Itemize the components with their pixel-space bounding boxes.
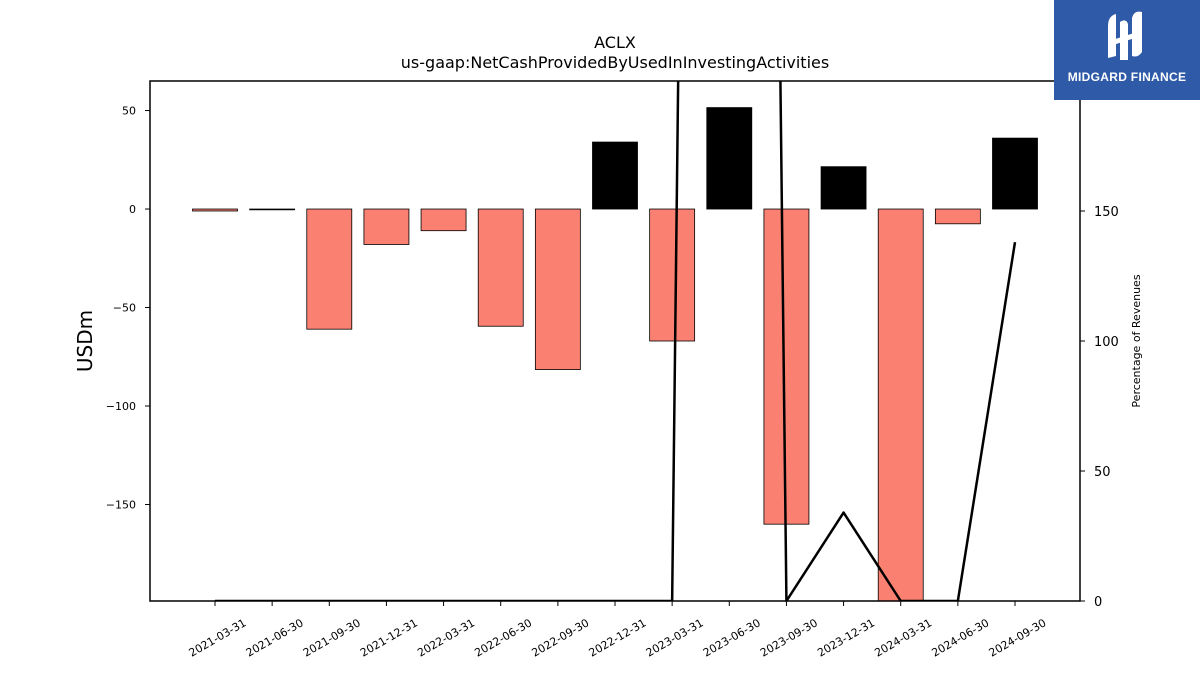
bar-2021-12-31 bbox=[363, 208, 410, 245]
x-tick-label: 2021-03-31 bbox=[187, 616, 249, 659]
bar-2022-12-31 bbox=[592, 141, 638, 210]
bar-2021-03-31 bbox=[192, 208, 238, 212]
y-tick-label: −50 bbox=[113, 302, 136, 315]
midgard-finance-logo: MIDGARD FINANCE bbox=[1054, 0, 1200, 100]
logo-brand-text: MIDGARD FINANCE bbox=[1067, 70, 1187, 84]
x-tick-label: 2023-03-31 bbox=[644, 616, 706, 659]
x-tick-label: 2022-09-30 bbox=[529, 616, 591, 659]
x-tick-label: 2021-06-30 bbox=[244, 616, 306, 659]
bar-2021-06-30 bbox=[249, 208, 296, 211]
x-tick-label: 2023-09-30 bbox=[758, 616, 820, 659]
revenue-percentage-line bbox=[215, 81, 1017, 601]
bar-2023-09-30 bbox=[763, 208, 810, 525]
y2-tick-label: 0 bbox=[1094, 595, 1102, 610]
bar-2023-03-31 bbox=[649, 208, 696, 342]
x-tick-label: 2022-06-30 bbox=[472, 616, 534, 659]
bar-2022-06-30 bbox=[477, 208, 524, 327]
bar-2024-06-30 bbox=[934, 208, 981, 225]
logo-mark-icon bbox=[1108, 11, 1142, 60]
x-tick-label: 2021-09-30 bbox=[301, 616, 363, 659]
bar-2021-09-30 bbox=[306, 208, 353, 330]
bar-2022-03-31 bbox=[420, 208, 467, 232]
y2-tick-label: 50 bbox=[1094, 465, 1111, 480]
bar-2022-09-30 bbox=[534, 208, 581, 370]
x-tick-label: 2023-12-31 bbox=[815, 616, 877, 659]
y2-tick-label: 150 bbox=[1094, 205, 1119, 220]
y-axis-label: USDm bbox=[73, 310, 97, 372]
x-tick-label: 2024-09-30 bbox=[987, 616, 1049, 659]
y2-tick-label: 100 bbox=[1094, 335, 1119, 350]
x-tick-label: 2023-06-30 bbox=[701, 616, 763, 659]
x-tick-label: 2022-03-31 bbox=[415, 616, 477, 659]
bar-2024-03-31 bbox=[877, 208, 924, 601]
chart-subtitle: us-gaap:NetCashProvidedByUsedInInvesting… bbox=[401, 53, 829, 72]
bar-2023-12-31 bbox=[820, 166, 867, 210]
x-tick-label: 2024-03-31 bbox=[872, 616, 934, 659]
x-tick-label: 2021-12-31 bbox=[358, 616, 420, 659]
y-tick-label: 0 bbox=[129, 203, 136, 216]
right-axis-label: Percentage of Revenues bbox=[1130, 274, 1143, 407]
y-tick-label: −150 bbox=[106, 498, 136, 511]
y-tick-label: 50 bbox=[122, 105, 136, 118]
bar-2023-06-30 bbox=[706, 107, 753, 210]
bar-2024-09-30 bbox=[992, 137, 1038, 210]
x-tick-label: 2024-06-30 bbox=[929, 616, 991, 659]
x-tick-label: 2022-12-31 bbox=[587, 616, 649, 659]
y-tick-label: −100 bbox=[106, 400, 136, 413]
chart-title: ACLX bbox=[594, 33, 636, 52]
